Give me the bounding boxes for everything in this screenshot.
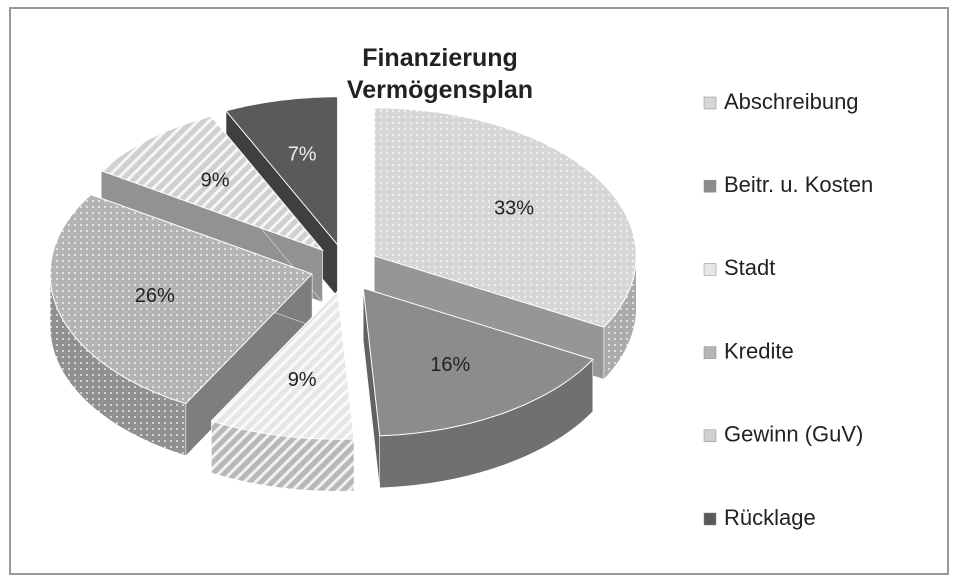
- legend-label: Stadt: [724, 255, 775, 280]
- legend-label: Abschreibung: [724, 89, 859, 114]
- legend-label: Beitr. u. Kosten: [724, 172, 873, 197]
- data-label: 7%: [288, 144, 317, 166]
- slice: [225, 96, 339, 247]
- legend-label: Gewinn (GuV): [724, 422, 863, 447]
- legend-label: Rücklage: [724, 505, 816, 530]
- slice-texture: [374, 107, 637, 328]
- legend-marker: [703, 346, 717, 359]
- slice-side-texture: [603, 255, 637, 380]
- slice: [362, 287, 594, 437]
- slice-side-texture: [50, 273, 186, 456]
- slice-side-texture: [211, 420, 354, 492]
- legend-label: Kredite: [724, 338, 794, 363]
- legend-marker: [703, 512, 717, 526]
- slice-texture: [101, 116, 323, 251]
- legend-marker: [703, 179, 717, 193]
- legend: Abschreibung Beitr. u. Kosten Stadt Kredite…: [703, 89, 873, 530]
- pie: 33% 16% 9% 26% 9% 7%: [49, 96, 637, 492]
- legend-marker: [703, 429, 717, 443]
- chart-title: Finanzierung Vermögensplan: [346, 44, 534, 104]
- data-label: 16%: [430, 354, 470, 376]
- data-label: 26%: [135, 285, 175, 307]
- data-label: 9%: [201, 170, 230, 192]
- legend-marker: [703, 263, 717, 276]
- slice-texture: [211, 291, 354, 440]
- data-label: 33%: [494, 197, 534, 219]
- slice-texture: [50, 194, 313, 404]
- legend-marker: [703, 96, 717, 110]
- data-label: 9%: [288, 369, 317, 391]
